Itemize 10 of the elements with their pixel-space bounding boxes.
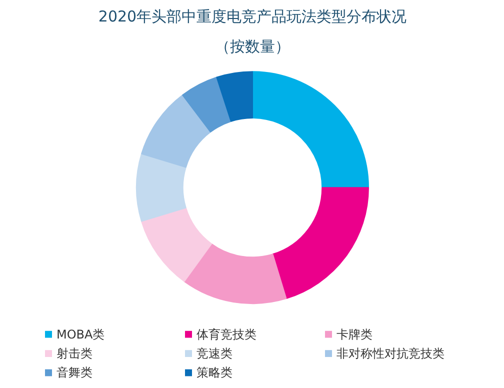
legend-label: 音舞类: [56, 366, 92, 380]
legend-label: 射击类: [56, 346, 92, 361]
legend-label: 策略类: [196, 366, 232, 380]
chart-title: 2020年头部中重度电竞产品玩法类型分布状况: [98, 8, 407, 26]
chart-subtitle: （按数量）: [215, 38, 290, 56]
legend-label: 竞速类: [196, 346, 232, 361]
legend-label: 体育竞技类: [196, 327, 256, 342]
legend-label: MOBA类: [56, 327, 105, 342]
legend-label: 非对称性对抗竞技类: [336, 346, 444, 361]
legend-label: 卡牌类: [336, 327, 372, 342]
